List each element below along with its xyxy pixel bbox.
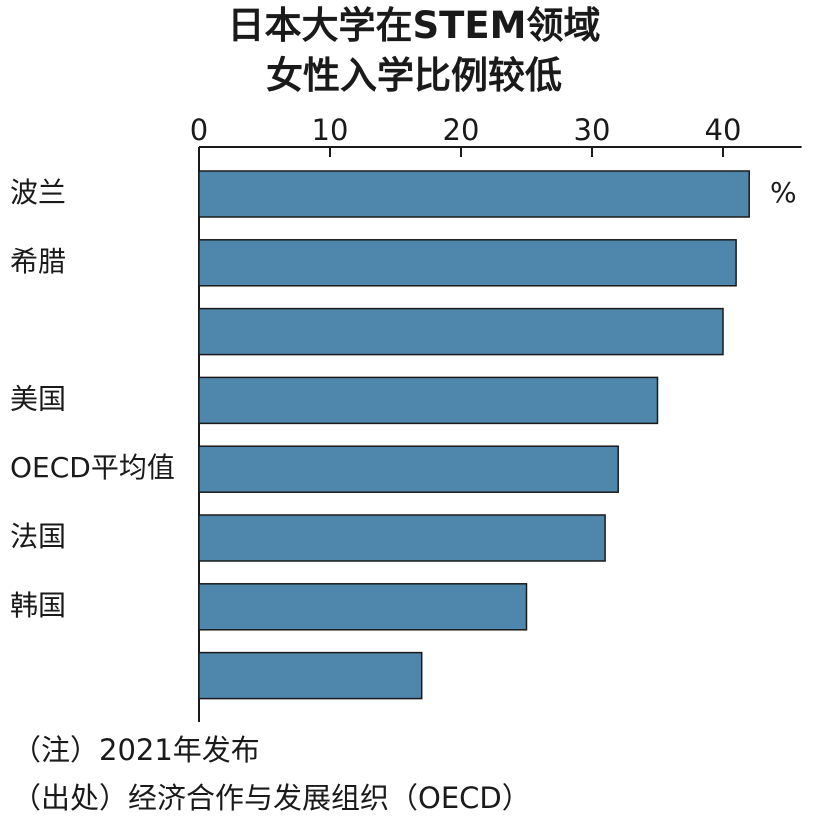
x-tick-label: 0 bbox=[190, 113, 208, 147]
bar bbox=[198, 170, 750, 218]
category-label: 希腊 bbox=[10, 245, 66, 278]
category-label: 韩国 bbox=[10, 589, 66, 622]
x-tick-label: 10 bbox=[312, 113, 349, 147]
category-label: 波兰 bbox=[10, 176, 66, 209]
x-tick-label: 40 bbox=[705, 113, 742, 147]
chart-source: （出处）经济合作与发展组织（OECD） bbox=[12, 781, 531, 815]
bar bbox=[198, 307, 724, 356]
bar bbox=[198, 376, 659, 425]
chart-title-line-2: 女性入学比例较低 bbox=[266, 54, 562, 97]
bar bbox=[198, 651, 423, 700]
x-tick-label: 30 bbox=[574, 113, 611, 147]
unit-label: % bbox=[770, 176, 797, 209]
bar bbox=[198, 445, 619, 493]
chart-note: （注）2021年发布 bbox=[12, 733, 260, 767]
category-label: 法国 bbox=[10, 520, 66, 553]
bar bbox=[198, 239, 737, 287]
bar bbox=[198, 514, 606, 562]
x-tick-label: 20 bbox=[443, 113, 480, 147]
chart-title-line-1: 日本大学在STEM领域 bbox=[227, 4, 601, 47]
bar bbox=[198, 583, 528, 631]
category-label: OECD平均值 bbox=[10, 451, 175, 484]
category-label: 美国 bbox=[10, 382, 66, 415]
